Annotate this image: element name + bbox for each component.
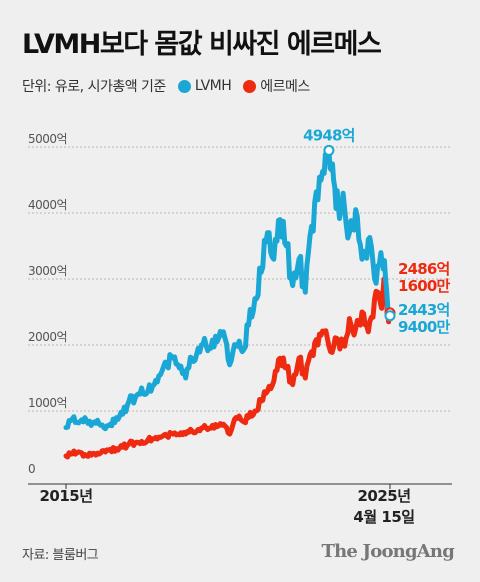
unit-label: 단위: 유로, 시가총액 기준 (22, 79, 166, 95)
x-tick-label: 2025년 (357, 487, 410, 505)
y-tick-label: 1000억 (28, 396, 67, 410)
x-tick-label: 4월 15일 (353, 508, 414, 526)
data-label: 4948억 (303, 126, 355, 144)
legend-item-hermes: 에르메스 (243, 76, 310, 96)
y-tick-label: 4000억 (28, 198, 67, 212)
y-tick-label: 5000억 (28, 132, 67, 146)
y-tick-label: 0 (28, 462, 35, 476)
brand-logo: The JoongAng (321, 541, 455, 562)
legend: 단위: 유로, 시가총액 기준 LVMH 에르메스 (22, 76, 310, 96)
data-label: 2486억 1600만 (398, 260, 451, 295)
data-label: 2443억 9400만 (398, 301, 451, 336)
y-tick-label: 3000억 (28, 264, 67, 278)
lvmh-legend-dot-icon (177, 79, 191, 93)
legend-label-hermes: 에르메스 (260, 79, 310, 95)
hermes-legend-dot-icon (243, 79, 257, 93)
label-layer: 0 1000억 2000억 3000억 4000억 5000억 2015년 2025년 4월 1… (28, 126, 451, 526)
data-point-marker (323, 144, 335, 156)
source-note: 자료: 블룸버그 (22, 548, 99, 563)
legend-item-lvmh: LVMH (177, 78, 232, 94)
series-line-hermes (63, 276, 393, 460)
series-line-lvmh (63, 147, 393, 432)
y-tick-label: 2000억 (28, 330, 67, 344)
series-layer (63, 147, 393, 460)
x-tick-label: 2015년 (39, 487, 92, 505)
data-point-marker (384, 310, 396, 322)
legend-label-lvmh: LVMH (194, 78, 232, 94)
chart-title: LVMH보다 몸값 비싸진 에르메스 (22, 29, 382, 60)
